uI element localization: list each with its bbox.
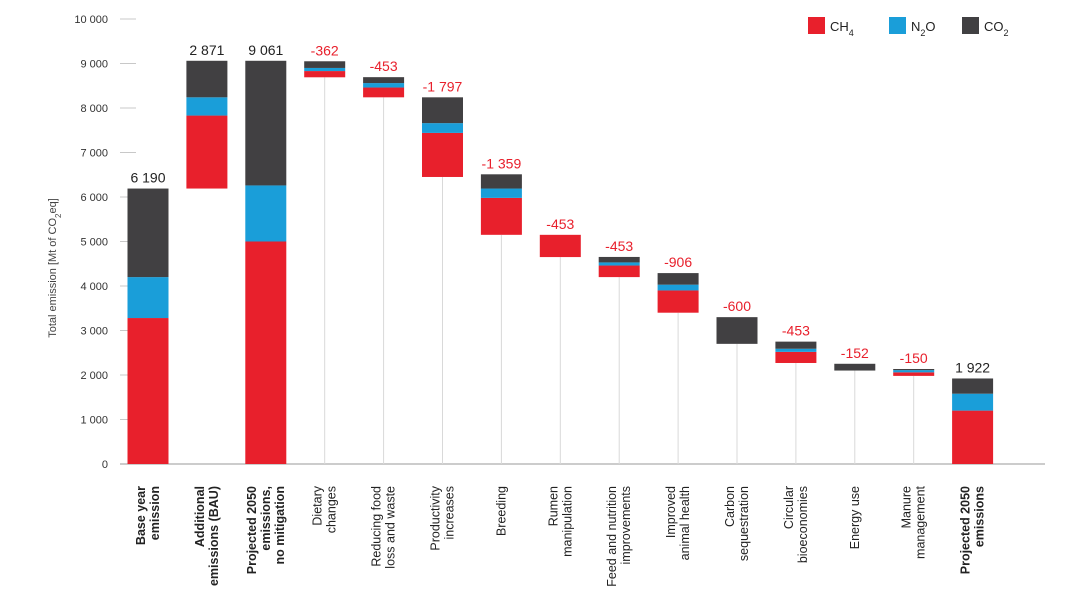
y-tick-label: 3 000 [80, 326, 108, 338]
category-label: Improvedanimal health [664, 486, 692, 560]
legend-swatch-ch4 [808, 17, 825, 34]
category-label: Projected 2050emissions [959, 486, 987, 574]
bar-value-label: -453 [605, 238, 633, 254]
bar-value-label: -152 [841, 345, 869, 361]
bar-segment-co2 [598, 256, 640, 263]
bar-segment-co2 [245, 60, 287, 186]
category-label: Reducing foodloss and waste [370, 486, 398, 569]
y-tick-label: 2 000 [80, 370, 108, 382]
bar-value-label: 6 190 [130, 170, 165, 186]
bar-segment-co2 [480, 174, 522, 189]
bar-labels: 6 190 2 871 9 061 -362 -453 -1 797 -1 359 -453 -… [130, 42, 990, 376]
bar-segment-ch4 [304, 71, 346, 78]
bar-segment-n2o [598, 262, 640, 266]
y-tick-label: 0 [102, 459, 108, 471]
bar-value-label: -453 [370, 58, 398, 74]
bar-segment-n2o [657, 284, 699, 291]
bar-segment-n2o [127, 277, 169, 319]
bar-segment-co2 [952, 378, 994, 394]
category-labels: Base yearemission Additionalemissions (BA… [134, 485, 987, 587]
bar-segment-co2 [893, 368, 935, 371]
axis-layer: 0 1 000 2 000 3 000 4 000 5 000 6 000 7 000 8 00… [74, 14, 1045, 471]
category-label: Energy use [848, 486, 862, 549]
bar-segment-ch4 [127, 318, 169, 464]
bar-segment-ch4 [480, 197, 522, 235]
bar-value-label: 1 922 [955, 359, 990, 375]
category-label: Additionalemissions (BAU) [193, 486, 221, 586]
bar-segment-ch4 [186, 115, 228, 189]
bar-segment-co2 [657, 273, 699, 285]
legend: CH4 N2O CO2 [808, 17, 1009, 38]
category-label: Circularbioeconomies [782, 486, 810, 563]
bar-segment-co2 [363, 77, 405, 84]
bar-segment-n2o [893, 370, 935, 373]
bar-value-label: -362 [311, 42, 339, 58]
bar-segment-n2o [775, 348, 817, 352]
bar-segment-n2o [480, 188, 522, 198]
category-label: Breeding [494, 486, 508, 536]
bar-segment-ch4 [893, 372, 935, 376]
y-tick-label: 1 000 [80, 415, 108, 427]
legend-label-n2o: N2O [911, 19, 936, 38]
bar-value-label: -150 [900, 350, 928, 366]
bar-segment-co2 [716, 317, 758, 344]
bar-segment-co2 [186, 60, 228, 98]
y-tick-label: 5 000 [80, 237, 108, 249]
legend-swatch-co2 [962, 17, 979, 34]
bar-segment-ch4 [775, 351, 817, 363]
bar-segment-ch4 [363, 87, 405, 98]
bar-segment-ch4 [422, 132, 463, 177]
bar-segment-n2o [304, 67, 346, 72]
y-tick-label: 8 000 [80, 103, 108, 115]
legend-label-ch4: CH4 [830, 19, 854, 38]
bar-segment-co2 [304, 61, 346, 68]
bar-segment-co2 [127, 188, 169, 278]
legend-label-co2: CO2 [984, 19, 1009, 38]
bars [127, 60, 994, 464]
bar-value-label: -453 [782, 323, 810, 339]
bar-segment-n2o [363, 83, 405, 88]
category-label: Feed and nutritionimprovements [605, 486, 633, 587]
category-label: Manuremanagement [900, 485, 928, 558]
bar-segment-ch4 [245, 241, 287, 464]
bar-value-label: 9 061 [248, 42, 283, 58]
bar-segment-ch4 [598, 265, 640, 278]
y-tick-label: 9 000 [80, 59, 108, 71]
bar-value-label: 2 871 [189, 42, 224, 58]
bar-segment-n2o [422, 123, 463, 133]
category-label: Base yearemission [134, 486, 162, 545]
bar-segment-ch4 [952, 410, 994, 464]
connector-lines [324, 77, 915, 464]
bar-value-label: -600 [723, 298, 751, 314]
category-label: Carbonsequestration [723, 486, 751, 561]
bar-value-label: -1 797 [423, 78, 463, 94]
category-label: Productivityincreases [429, 485, 457, 550]
category-label: Projected 2050emissions,no mitigation [245, 486, 287, 574]
bar-value-label: -1 359 [482, 155, 522, 171]
bar-segment-n2o [186, 97, 228, 116]
category-label: Rumenmanipulation [546, 486, 574, 557]
category-label: Dietarychanges [311, 485, 339, 533]
y-axis-title: Total emission [Mt of CO2eq] [47, 198, 63, 338]
bar-value-label: -906 [664, 254, 692, 270]
bar-segment-co2 [775, 341, 817, 349]
bar-segment-co2 [834, 363, 876, 371]
y-tick-label: 10 000 [74, 14, 108, 26]
bar-segment-ch4 [539, 234, 581, 258]
y-tick-label: 4 000 [80, 281, 108, 293]
bar-segment-co2 [422, 97, 463, 124]
bar-segment-ch4 [657, 290, 699, 313]
bar-segment-n2o [952, 393, 994, 411]
bar-value-label: -453 [546, 216, 574, 232]
y-tick-label: 7 000 [80, 148, 108, 160]
legend-swatch-n2o [889, 17, 906, 34]
y-tick-label: 6 000 [80, 192, 108, 204]
bar-segment-n2o [245, 185, 287, 242]
